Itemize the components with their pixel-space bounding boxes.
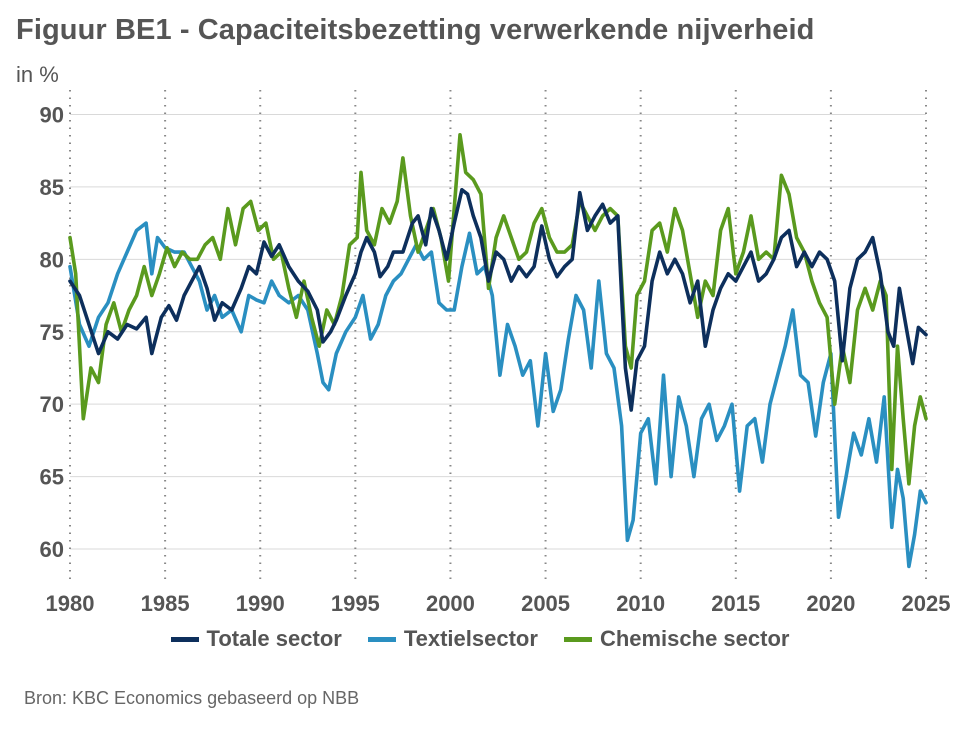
y-axis-ticks: 60 65 70 75 80 85 90 [40, 102, 64, 562]
legend-item-totale-sector: Totale sector [170, 626, 342, 652]
x-tick-label-1980: 1980 [46, 591, 95, 616]
x-axis-ticks: 1980 1985 1990 1995 2000 2005 2010 2015 2020 2025 [46, 591, 951, 616]
x-tick-label-2010: 2010 [616, 591, 665, 616]
line-chart: 60 65 70 75 80 85 90 1980 1985 1990 1995 2000 2005 2… [40, 90, 951, 616]
x-tick-label-2020: 2020 [806, 591, 855, 616]
y-tick-label-80: 80 [40, 247, 64, 272]
legend-item-chemische-sector: Chemische sector [563, 626, 790, 652]
x-tick-label-2005: 2005 [521, 591, 570, 616]
legend-label: Textielsector [403, 626, 538, 651]
y-tick-label-65: 65 [40, 465, 64, 490]
series-line-totale-sector [68, 188, 928, 412]
x-tick-label-1985: 1985 [141, 591, 190, 616]
y-tick-label-85: 85 [40, 175, 64, 200]
y-tick-label-70: 70 [40, 392, 64, 417]
legend-swatch [563, 636, 592, 642]
legend-label: Totale sector [206, 626, 342, 651]
x-tick-label-2015: 2015 [711, 591, 760, 616]
series-lines [68, 133, 928, 569]
legend-label: Chemische sector [599, 626, 790, 651]
x-tick-label-2000: 2000 [426, 591, 475, 616]
y-unit-label: in % [16, 62, 59, 87]
series-line-chemische-sector [68, 133, 928, 486]
y-tick-label-75: 75 [40, 320, 64, 345]
x-tick-label-1990: 1990 [236, 591, 285, 616]
legend-swatch [170, 636, 199, 642]
legend-item-textielsector: Textielsector [367, 626, 538, 652]
horizontal-gridlines [70, 113, 926, 550]
legend-swatch [367, 636, 396, 642]
chart-title: Figuur BE1 - Capaciteitsbezetting verwer… [16, 14, 815, 46]
x-tick-label-2025: 2025 [902, 591, 951, 616]
x-tick-label-1995: 1995 [331, 591, 380, 616]
source-note: Bron: KBC Economics gebaseerd op NBB [24, 688, 360, 708]
y-tick-label-90: 90 [40, 102, 64, 127]
series-line-textielsector [68, 221, 928, 569]
y-tick-label-60: 60 [40, 537, 64, 562]
legend: Totale sector Textielsector Chemische sect… [0, 626, 960, 652]
